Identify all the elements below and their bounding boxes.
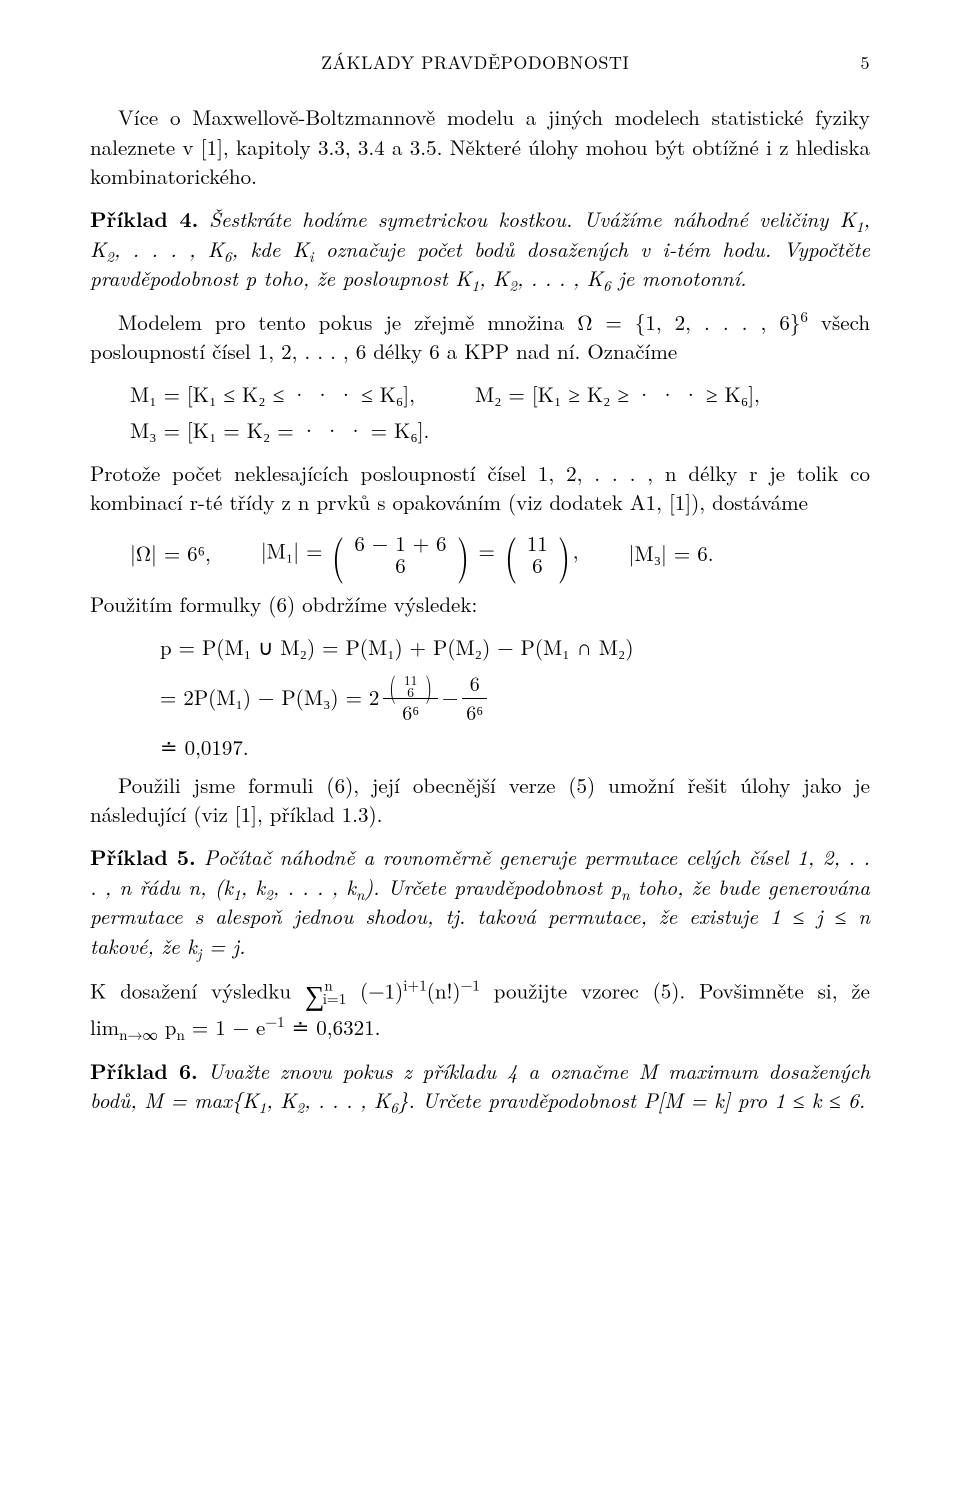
example-5-text: Počítač náhodně a rovnoměrně generuje pe… bbox=[90, 842, 870, 960]
running-head: ZÁKLADY PRAVDĚPODOBNOSTI 5 bbox=[90, 50, 870, 75]
probability-calculation: p = P(M₁ ∪ M₂) = P(M₁) + P(M₂) − P(M₁ ∩ … bbox=[160, 633, 870, 762]
example-5-label: Příklad 5. bbox=[90, 842, 196, 872]
calc-line-3: ≐ 0,0197. bbox=[160, 733, 870, 762]
m2-def: M₂ = [K₁ ≥ K₂ ≥ · · · ≥ K₆], bbox=[475, 380, 760, 409]
protoze-paragraph: Protože počet neklesajících posloupností… bbox=[90, 459, 870, 518]
intro-paragraph: Více o Maxwellově-Boltzmannově modelu a … bbox=[90, 103, 870, 191]
sum-symbol: ∑ bbox=[305, 974, 324, 1013]
page-number: 5 bbox=[861, 50, 871, 75]
example-4-text: Šestkráte hodíme symetrickou kostkou. Uv… bbox=[90, 204, 870, 293]
document-page: ZÁKLADY PRAVDĚPODOBNOSTI 5 Více o Maxwel… bbox=[0, 0, 960, 1508]
calc-line-1: p = P(M₁ ∪ M₂) = P(M₁) + P(M₂) − P(M₁ ∩ … bbox=[160, 633, 870, 662]
m-sets-definition: M₁ = [K₁ ≤ K₂ ≤ · · · ≤ K₆], M₂ = [K₁ ≥ … bbox=[90, 380, 870, 445]
example-6-text: Uvažte znovu pokus z příkladu 4 a označm… bbox=[90, 1056, 870, 1115]
omega-cardinality: |Ω| = 6⁶, |M₁| = ( 6 − 1 + 6 6 ) = ( 11 … bbox=[90, 532, 870, 576]
m1-eq: |M₁| = ( 6 − 1 + 6 6 ) = ( 11 6 ) , bbox=[261, 532, 579, 576]
kdosazeni-paragraph: K dosažení výsledku ∑ni=1 (−1)i+1(n!)−1 … bbox=[90, 975, 870, 1043]
running-title: ZÁKLADY PRAVDĚPODOBNOSTI bbox=[321, 50, 629, 75]
example-4-label: Příklad 4. bbox=[90, 204, 198, 234]
formula-paragraph: Použitím formulky (6) obdržíme výsledek: bbox=[90, 590, 870, 619]
m1-def: M₁ = [K₁ ≤ K₂ ≤ · · · ≤ K₆], bbox=[130, 380, 415, 409]
example-6-label: Příklad 6. bbox=[90, 1056, 198, 1086]
used-paragraph: Použili jsme formuli (6), její obecnější… bbox=[90, 771, 870, 830]
frac-2: 6 6⁶ bbox=[462, 670, 487, 727]
example-4: Příklad 4. Šestkráte hodíme symetrickou … bbox=[90, 205, 870, 293]
frac-1: ( 11 6 ) 6⁶ bbox=[383, 669, 438, 728]
example-6: Příklad 6. Uvažte znovu pokus z příkladu… bbox=[90, 1057, 870, 1116]
model-paragraph: Modelem pro tento pokus je zřejmě množin… bbox=[90, 308, 870, 367]
binom-11-6-a: ( 6 − 1 + 6 6 ) bbox=[329, 532, 471, 576]
omega-eq: |Ω| = 6⁶, bbox=[130, 539, 211, 568]
binom-11-6-b: ( 11 6 ) bbox=[502, 532, 573, 576]
m3-def: M₃ = [K₁ = K₂ = · · · = K₆]. bbox=[130, 416, 870, 445]
m3-eq: |M₃| = 6. bbox=[629, 539, 714, 568]
calc-line-2: = 2P(M₁) − P(M₃) = 2 ( 11 6 ) 6⁶ − 6 bbox=[160, 669, 870, 728]
example-5: Příklad 5. Počítač náhodně a rovnoměrně … bbox=[90, 843, 870, 961]
